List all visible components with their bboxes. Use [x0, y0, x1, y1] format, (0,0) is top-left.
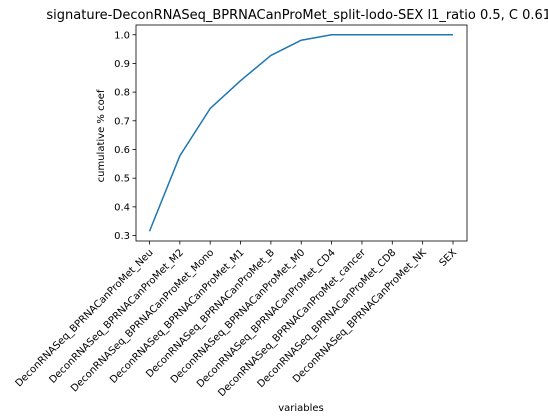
y-tick-label: 0.5: [114, 174, 130, 185]
y-tick-label: 0.9: [114, 59, 130, 70]
y-tick-label: 0.6: [114, 145, 130, 156]
x-tick-label: DeconRNASeq_BPRNACanProMet_Mono: [69, 247, 216, 394]
y-tick-label: 0.8: [114, 88, 130, 99]
x-axis-label: variables: [278, 403, 324, 414]
plot-area: 0.3 0.4 0.5 0.6 0.7 0.8 0.9 1.0 DeconRNASeq_BPRN…: [14, 24, 468, 399]
x-tick-label: DeconRNASeq_BPRNACanProMet_Neu: [14, 247, 156, 389]
y-tick-label: 0.3: [114, 231, 130, 242]
y-tick-label: 0.4: [114, 202, 130, 213]
series-line: [148, 34, 453, 232]
y-axis-label: cumulative % coef: [96, 89, 107, 182]
y-tick-label: 1.0: [114, 30, 130, 41]
chart-title: signature-DeconRNASeq_BPRNACanProMet_spl…: [46, 8, 548, 23]
plot-frame: [135, 24, 468, 242]
x-tick-label: SEX: [438, 247, 460, 269]
y-tick-label: 0.7: [114, 116, 130, 127]
